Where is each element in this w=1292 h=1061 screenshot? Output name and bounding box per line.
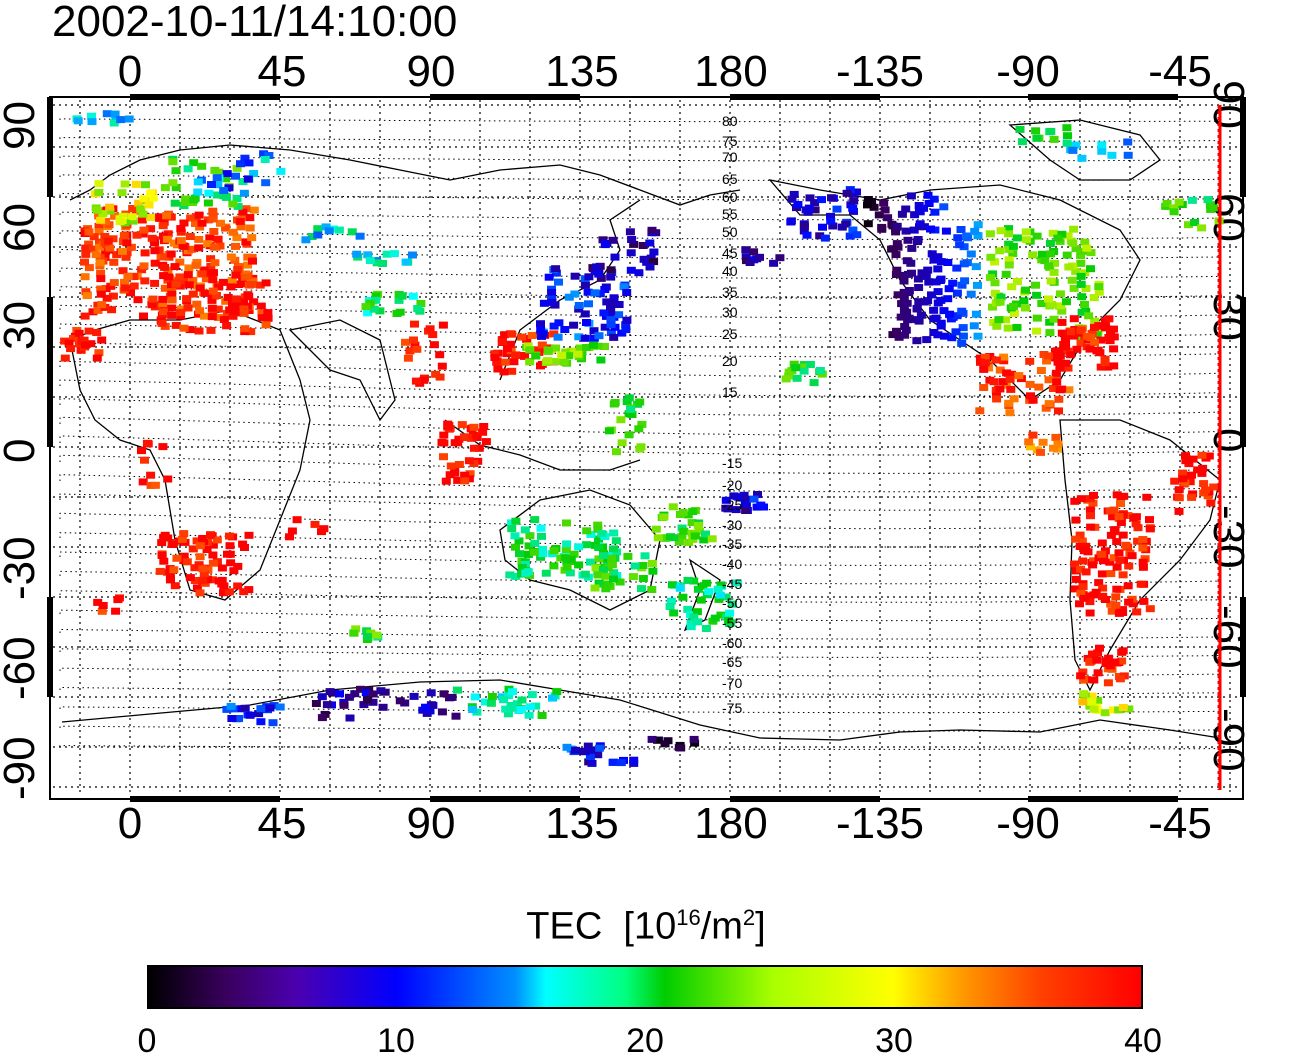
contour-label-25: -25 [722,497,742,513]
antarctica-coast [61,679,1221,741]
contour-label-75: 75 [722,133,738,149]
greenland-coast [1008,119,1161,181]
top-lon-tick-90: 90 [406,47,456,96]
contour-label-20: 20 [722,353,738,369]
contour-label-55: 55 [722,206,738,222]
bottom-lon-tick-180: 180 [694,799,768,848]
bottom-lon-tick-m45: -45 [1148,799,1212,848]
coastlines [61,119,1221,741]
contour-label-70: 70 [722,149,738,165]
bottom-lon-tick-m90: -90 [996,799,1060,848]
colorbar-tick-20: 20 [626,1022,664,1060]
top-lon-tick-45: 45 [257,47,307,96]
contour-label-25: 25 [722,326,738,342]
contour-label-60: 60 [722,189,738,205]
bottom-lon-tick-m135: -135 [835,799,925,848]
contour-label-30: -30 [722,517,742,533]
top-lon-tick-m135: -135 [835,47,925,96]
top-lon-tick-m90: -90 [996,47,1060,96]
contour-label-80: 80 [722,113,738,129]
contour-label-40: 40 [722,263,738,279]
bottom-lon-tick-135: 135 [545,799,619,848]
colorbar-title: TEC [1016/m2] [526,905,766,948]
contour-label-35: -35 [722,536,742,552]
map-timestamp: 2002-10-11/14:10:00 [52,0,458,46]
contour-label-40: -40 [722,556,742,572]
map-frame [49,96,1244,800]
top-lon-tick-135: 135 [545,47,619,96]
magnetic-latitude-contours [59,118,1221,750]
contour-label-70: -70 [722,675,742,691]
africa-coast [69,309,311,601]
contour-label-50: -50 [722,595,742,611]
europe-asia-coast [69,144,741,206]
contour-label-75: -75 [722,700,742,716]
contour-label-20: -20 [722,477,742,493]
colorbar-tick-30: 30 [875,1022,913,1060]
colorbar-tick-10: 10 [377,1022,415,1060]
tec-colorbar [147,965,1143,1009]
contour-label-45: 45 [722,245,738,261]
south-america-coast [1059,419,1221,692]
bottom-lon-tick-45: 45 [257,799,307,848]
contour-label-60: -60 [722,635,742,651]
contour-label-15: -15 [722,455,742,471]
contour-label-50: 50 [722,224,738,240]
colorbar-tick-0: 0 [137,1022,157,1060]
contour-label-45: -45 [722,576,742,592]
tec-measurement-patches [60,110,1224,767]
frame-tick-marks [47,94,1246,802]
bottom-lon-tick-0: 0 [117,799,143,848]
top-lon-tick-180: 180 [694,47,768,96]
top-lon-tick-0: 0 [117,47,143,96]
contour-label-65: -65 [722,654,742,670]
contour-label-35: 35 [722,284,738,300]
colorbar-tick-40: 40 [1124,1022,1162,1060]
top-lon-tick-m45: -45 [1148,47,1212,96]
arabia-india-coast [288,319,396,422]
contour-label-15: 15 [722,384,738,400]
bottom-lon-tick-90: 90 [406,799,456,848]
contour-label-30: 30 [722,304,738,320]
contour-label-65: 65 [722,171,738,187]
contour-label-55: -55 [722,615,742,631]
